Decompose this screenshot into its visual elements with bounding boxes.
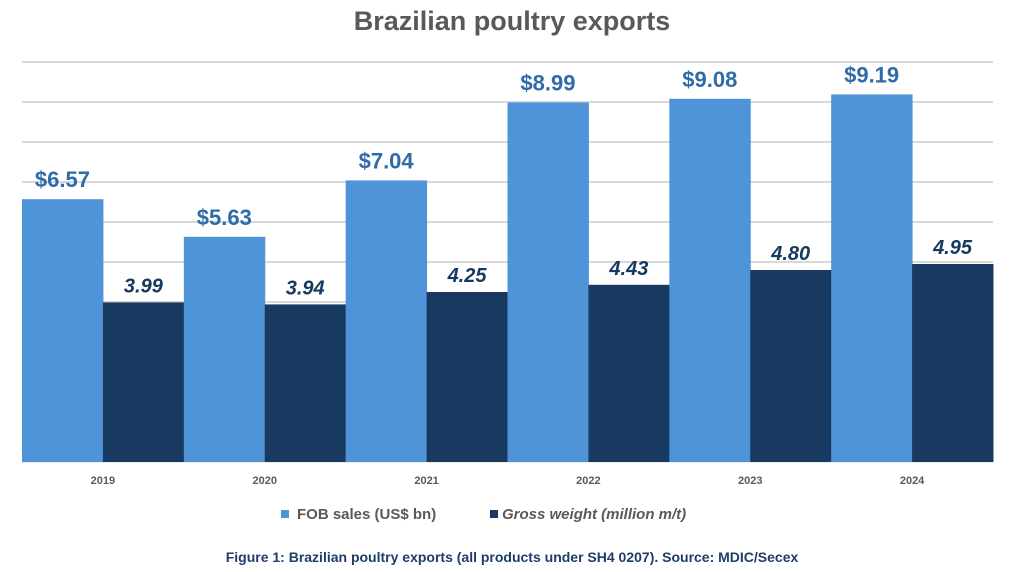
bar-gross-weight: [588, 284, 670, 462]
x-tick-label: 2022: [576, 475, 600, 487]
legend-swatch-fob: [281, 510, 289, 518]
bar-fob-sales: [507, 102, 589, 463]
legend-swatch-weight: [490, 510, 498, 518]
x-tick-label: 2021: [414, 475, 438, 487]
data-label-weight: 4.43: [608, 258, 648, 280]
bar-gross-weight: [912, 264, 994, 462]
data-label-fob: $9.19: [844, 62, 899, 87]
bar-fob-sales: [183, 236, 266, 462]
chart-title: Brazilian poultry exports: [354, 6, 671, 36]
data-label-weight: 3.94: [286, 277, 325, 299]
bar-fob-sales: [831, 94, 913, 463]
x-tick-label: 2020: [253, 475, 277, 487]
data-label-weight: 4.95: [932, 237, 973, 259]
x-tick-label: 2023: [738, 475, 762, 487]
data-label-fob: $8.99: [520, 70, 575, 95]
x-tick-label: 2019: [91, 475, 115, 487]
x-tick-label: 2024: [900, 475, 925, 487]
data-label-fob: $6.57: [35, 167, 90, 192]
bar-fob-sales: [22, 199, 104, 462]
data-label-weight: 4.80: [770, 243, 810, 265]
legend: FOB sales (US$ bn) Gross weight (million…: [281, 506, 686, 523]
data-label-fob: $7.04: [359, 148, 415, 173]
bar-gross-weight: [102, 302, 185, 462]
data-label-fob: $5.63: [197, 205, 252, 230]
legend-label-weight: Gross weight (million m/t): [502, 506, 686, 523]
data-label-weight: 3.99: [124, 275, 164, 297]
data-label-weight: 4.25: [447, 265, 488, 287]
data-label-fob: $9.08: [682, 67, 737, 92]
figure-caption: Figure 1: Brazilian poultry exports (all…: [226, 549, 799, 565]
bar-gross-weight: [750, 270, 832, 462]
bar-fob-sales: [345, 180, 428, 462]
legend-label-fob: FOB sales (US$ bn): [297, 506, 436, 523]
bar-gross-weight: [264, 304, 347, 462]
bar-fob-sales: [669, 98, 751, 463]
bar-gross-weight: [426, 292, 508, 462]
